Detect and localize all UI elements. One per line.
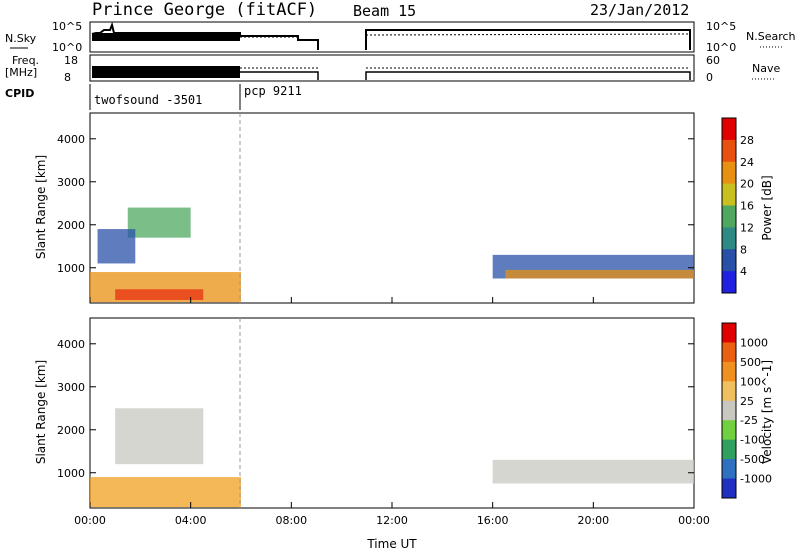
echo-region-2: [127, 207, 191, 238]
freq-fill-early: [92, 66, 240, 78]
colorbar-tick-4: -25: [740, 414, 758, 427]
nsky-tick-top: 10^5: [52, 20, 82, 33]
cpid-segment-2: pcp 9211: [244, 84, 302, 98]
colorbar-swatch-4: [722, 400, 736, 421]
x-tick-label-1: 04:00: [175, 514, 207, 527]
echo-region-3: [97, 229, 136, 264]
colorbar-tick-1: 8: [740, 243, 747, 256]
y-tick-label-0: 1000: [57, 467, 85, 480]
colorbar-frame: [721, 322, 737, 499]
colorbar-swatch-8: [722, 478, 736, 499]
colorbar-tick-2: 100: [740, 375, 761, 388]
x-tick-label-5: 20:00: [577, 514, 609, 527]
y-tick-label-2: 3000: [57, 381, 85, 394]
colorbar-swatch-7: [722, 271, 736, 294]
nsearch-trace-late: [365, 33, 691, 36]
colorbar-tick-0: 4: [740, 265, 747, 278]
echo-region-1: [115, 289, 204, 300]
colorbar-swatch-2: [722, 161, 736, 185]
colorbar-swatch-5: [722, 227, 736, 250]
power-data-marks: [90, 207, 694, 303]
y-tick-label-0: 1000: [57, 262, 85, 275]
x-tick-label-4: 16:00: [477, 514, 509, 527]
nsky-panel: [89, 21, 695, 53]
velocity-y-axis: 1000 2000 3000 4000: [57, 338, 694, 480]
nsky-trace-late: [365, 29, 691, 50]
nsky-fill-early: [92, 33, 240, 41]
velocity-colorbar: 1000 500 100 25 -25 -100 -500 -1000: [721, 322, 772, 499]
power-ylabel: Slant Range [km]: [34, 155, 48, 259]
colorbar-swatch-3: [722, 381, 736, 402]
echo-region-0: [90, 477, 241, 508]
cpid-label: CPID: [5, 87, 34, 100]
velocity-data-marks: [90, 408, 694, 508]
colorbar-tick-1: 500: [740, 356, 761, 369]
echo-region-1: [115, 408, 204, 465]
nsearch-tick-top: 10^5: [706, 20, 736, 33]
colorbar-swatch-2: [722, 361, 736, 382]
colorbar-swatch-6: [722, 439, 736, 460]
colorbar-tick-3: 16: [740, 200, 754, 213]
colorbar-tick-7: -1000: [740, 473, 772, 486]
freq-trace-late: [240, 71, 691, 80]
freq-tick-bottom: 8: [64, 71, 71, 84]
colorbar-swatch-4: [722, 205, 736, 228]
freq-unit: [MHz]: [5, 66, 37, 79]
beam-title: Beam 15: [353, 2, 416, 20]
nsearch-label: N.Search: [746, 30, 796, 43]
colorbar-swatch-1: [722, 342, 736, 363]
y-tick-label-1: 2000: [57, 219, 85, 232]
colorbar-tick-6: -500: [740, 453, 765, 466]
echo-region-2: [492, 459, 694, 484]
colorbar-tick-3: 25: [740, 395, 754, 408]
station-title: Prince George (fitACF): [92, 0, 317, 20]
power-y-axis: 1000 2000 3000 4000: [57, 133, 694, 275]
date-title: 23/Jan/2012: [590, 1, 689, 19]
y-tick-label-1: 2000: [57, 424, 85, 437]
velocity-colorbar-label: Velocity [m s^-1]: [760, 360, 774, 464]
echo-region-5: [505, 269, 694, 279]
colorbar-tick-5: -100: [740, 434, 765, 447]
freq-panel: [89, 54, 695, 82]
y-tick-label-3: 4000: [57, 338, 85, 351]
nsearch-tick-bottom: 10^0: [706, 41, 736, 54]
colorbar-swatch-5: [722, 420, 736, 441]
cpid-segment-1: twofsound -3501: [94, 93, 202, 107]
colorbar-tick-6: 28: [740, 134, 754, 147]
colorbar-tick-0: 1000: [740, 336, 768, 349]
velocity-ylabel: Slant Range [km]: [34, 360, 48, 464]
x-tick-label-3: 12:00: [376, 514, 408, 527]
nave-tick-bottom: 0: [706, 71, 713, 84]
nave-tick-top: 60: [706, 54, 720, 67]
colorbar-tick-5: 24: [740, 156, 754, 169]
nave-label: Nave: [752, 62, 780, 75]
colorbar-swatch-0: [722, 118, 736, 141]
x-tick-label-0: 00:00: [74, 514, 106, 527]
colorbar-tick-4: 20: [740, 178, 754, 191]
colorbar-swatch-7: [722, 459, 736, 480]
x-tick-label-6: 00:00: [678, 514, 710, 527]
power-colorbar-label: Power [dB]: [760, 175, 774, 240]
colorbar-frame: [721, 117, 737, 294]
x-axis-label: Time UT: [366, 537, 417, 551]
freq-tick-top: 18: [64, 54, 78, 67]
y-tick-label-2: 3000: [57, 176, 85, 189]
x-tick-label-2: 08:00: [275, 514, 307, 527]
time-x-axis: 00:00 04:00 08:00 12:00 16:00 20:00 00:00: [74, 297, 710, 527]
colorbar-swatch-3: [722, 183, 736, 206]
nsky-label: N.Sky: [5, 32, 37, 45]
colorbar-swatch-0: [722, 323, 736, 343]
power-colorbar: 4 8 12 16 20 24 28: [721, 117, 754, 294]
colorbar-swatch-1: [722, 139, 736, 163]
colorbar-tick-2: 12: [740, 221, 754, 234]
nsky-tick-bottom: 10^0: [52, 41, 82, 54]
freq-label: Freq.: [12, 54, 39, 67]
y-tick-label-3: 4000: [57, 133, 85, 146]
colorbar-swatch-6: [722, 249, 736, 272]
